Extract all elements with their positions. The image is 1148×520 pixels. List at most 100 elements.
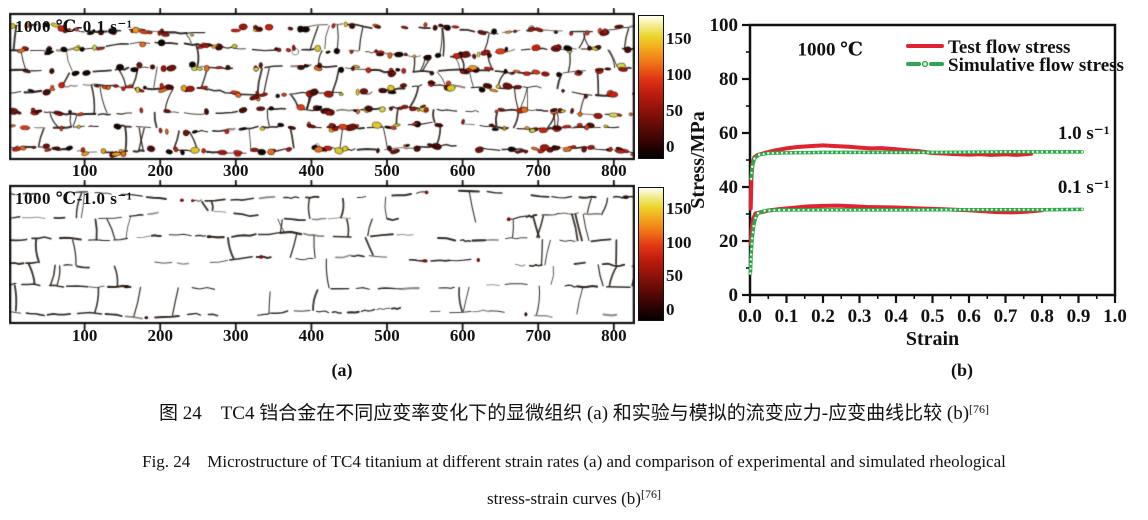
x-axis-title: Strain <box>906 328 959 350</box>
x-tick-label: 0.7 <box>994 306 1018 327</box>
sim-marker <box>954 151 957 154</box>
sim-marker <box>768 209 771 212</box>
sim-marker <box>913 151 916 154</box>
sim-marker <box>926 208 930 211</box>
legend-label-test: Test flow stress <box>948 37 1070 58</box>
x-tick-label: 600 <box>449 161 476 180</box>
sim-marker <box>995 208 998 211</box>
sim-marker <box>1027 208 1030 211</box>
sim-marker <box>1060 208 1064 211</box>
colorbar-tick-label: 50 <box>666 101 683 121</box>
panel-b-letter: (b) <box>951 360 973 380</box>
annotation-0.1-s⁻¹: 0.1 s⁻¹ <box>1058 177 1110 198</box>
sim-marker <box>858 208 861 212</box>
x-tick-label: 500 <box>374 161 400 180</box>
sim-marker <box>977 208 980 211</box>
sim-marker <box>767 152 770 155</box>
sim-marker <box>999 150 1003 154</box>
sim-marker <box>1071 208 1074 211</box>
sim-marker <box>1081 208 1084 211</box>
sim-marker <box>872 151 875 154</box>
sim-marker <box>867 208 870 212</box>
x-tick-label: 700 <box>525 161 551 180</box>
sim-marker <box>890 151 893 154</box>
x-tick-label: 0.9 <box>1067 306 1091 327</box>
sim-marker <box>794 151 797 154</box>
sim-marker <box>862 208 866 212</box>
sim-marker <box>1004 150 1007 153</box>
sim-marker <box>967 151 971 154</box>
sim-marker <box>792 208 795 212</box>
sim-marker <box>762 152 765 156</box>
sim-marker <box>749 177 753 180</box>
micrograph-condition-label-1.0s: 1000 ℃-1.0 s⁻¹ <box>15 189 133 208</box>
sim-marker <box>750 171 753 174</box>
sim-marker <box>935 208 939 211</box>
sim-marker <box>840 151 843 154</box>
sim-marker <box>849 208 852 212</box>
sim-marker <box>945 208 948 211</box>
sim-marker <box>1027 150 1030 153</box>
sim-marker <box>1040 150 1044 153</box>
y-axis-title: Stress/MPa <box>690 111 709 208</box>
x-tick-label: 0.1 <box>775 306 799 327</box>
x-tick-label: 100 <box>71 161 98 180</box>
colorbar-tick-label: 150 <box>666 29 692 49</box>
sim-marker <box>949 208 952 211</box>
series-test-flow-stress-1.0s <box>748 143 1034 211</box>
sim-marker <box>972 151 975 154</box>
sim-marker <box>1008 208 1012 211</box>
caption-chinese: 图 24 TC4 铛合金在不同应变率变化下的显微组织 (a) 和实验与模拟的流变… <box>0 398 1148 425</box>
sim-marker <box>1008 150 1012 153</box>
x-tick-label: 300 <box>223 326 249 345</box>
sim-marker <box>782 208 786 212</box>
sim-marker <box>1060 150 1064 153</box>
sim-marker <box>949 151 952 154</box>
sim-marker <box>981 208 984 211</box>
x-tick-label: 200 <box>147 161 173 180</box>
sim-marker <box>826 208 829 212</box>
sim-marker <box>885 208 888 212</box>
sim-marker <box>780 151 784 154</box>
micrograph-panel-0.1s: 1000 ℃-0.1 s⁻¹ <box>9 8 635 173</box>
sim-marker <box>1050 150 1054 153</box>
colorbar-1.0s <box>638 187 664 321</box>
y-tick-label: 60 <box>719 123 738 144</box>
sim-marker <box>958 208 961 211</box>
sim-marker <box>763 209 766 212</box>
colorbar-tick-label: 0 <box>666 137 675 157</box>
legend-label-sim: Simulative flow stress <box>948 55 1124 76</box>
sim-marker <box>958 151 961 154</box>
sim-marker <box>931 151 934 154</box>
sim-marker <box>881 151 884 154</box>
sim-marker <box>986 208 989 211</box>
annotation-1000-℃: 1000 ℃ <box>797 39 863 60</box>
sim-marker <box>899 151 902 154</box>
sim-marker <box>990 208 993 211</box>
caption-chinese-text: 图 24 TC4 铛合金在不同应变率变化下的显微组织 (a) 和实验与模拟的流变… <box>158 403 970 424</box>
sim-marker <box>890 208 893 212</box>
annotation-1.0-s⁻¹: 1.0 s⁻¹ <box>1058 123 1110 144</box>
sim-marker <box>752 225 755 228</box>
sim-marker <box>1065 150 1069 153</box>
legend-circle-sim <box>921 60 929 68</box>
colorbar-0.1s <box>638 15 664 159</box>
sim-marker <box>750 242 753 245</box>
colorbar-tick-label: 150 <box>666 199 692 219</box>
sim-marker <box>799 151 802 154</box>
sim-marker <box>817 151 820 154</box>
sim-marker <box>1045 208 1049 211</box>
sim-marker <box>1036 208 1039 211</box>
sim-marker <box>876 151 879 154</box>
sim-marker <box>981 150 984 154</box>
sim-marker <box>1022 150 1025 153</box>
colorbar-scale-0.1s: 150 100 50 0 <box>666 15 710 157</box>
sim-marker <box>773 209 776 212</box>
sim-marker <box>844 151 847 154</box>
sim-marker <box>1081 150 1084 153</box>
sim-marker <box>917 151 920 154</box>
sim-marker <box>751 237 754 240</box>
colorbar-tick-label: 0 <box>666 299 675 319</box>
caption-english-line2: stress-strain curves (b)[76] <box>0 487 1148 509</box>
sim-marker <box>1013 208 1016 211</box>
